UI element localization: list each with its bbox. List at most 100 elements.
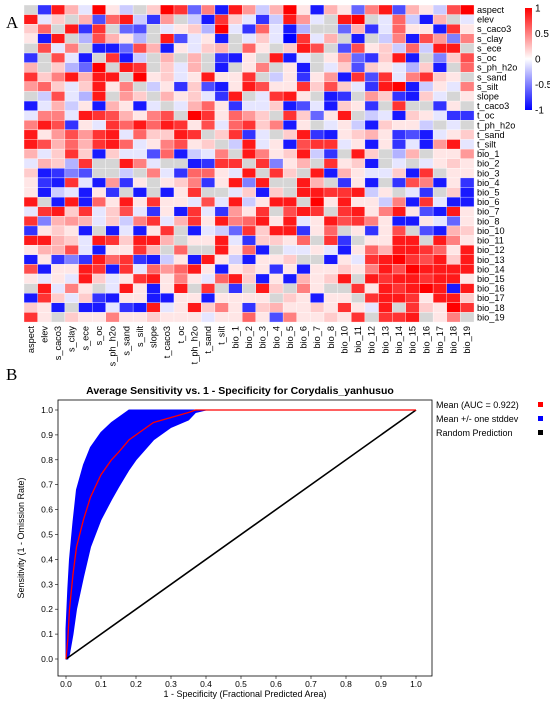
heatmap-cell xyxy=(78,148,93,159)
heatmap-cell xyxy=(323,81,338,92)
heatmap-cell xyxy=(37,312,52,323)
heatmap-cell xyxy=(405,4,420,15)
heatmap-cell xyxy=(351,312,366,323)
heatmap-cell xyxy=(201,129,216,140)
heatmap-cell xyxy=(378,206,393,217)
heatmap-cell xyxy=(351,72,366,83)
heatmap-cell xyxy=(405,81,420,92)
heatmap-cell xyxy=(23,72,38,83)
heatmap-cell xyxy=(296,196,311,207)
heatmap-cell xyxy=(119,283,134,294)
heatmap-cell xyxy=(146,4,161,15)
heatmap-cell xyxy=(201,148,216,159)
heatmap-cell xyxy=(269,216,284,227)
heatmap-cell xyxy=(201,293,216,304)
heatmap-cell xyxy=(105,168,120,179)
heatmap-cell xyxy=(337,273,352,284)
heatmap-cell xyxy=(119,312,134,323)
heatmap-cell xyxy=(460,24,475,35)
heatmap-cell xyxy=(78,283,93,294)
heatmap-cell xyxy=(337,177,352,188)
heatmap-cell xyxy=(460,43,475,54)
heatmap-cell xyxy=(105,216,120,227)
heatmap-cell xyxy=(92,244,107,255)
heatmap-cell xyxy=(337,100,352,111)
heatmap-cell xyxy=(323,72,338,83)
heatmap-cell xyxy=(446,100,461,111)
heatmap-cell xyxy=(51,100,66,111)
heatmap-cell xyxy=(37,4,52,15)
heatmap-cell xyxy=(432,312,447,323)
x-tick-label: 0.2 xyxy=(130,679,142,689)
heatmap-cell xyxy=(432,129,447,140)
heatmap-row-label: t_silt xyxy=(477,139,496,149)
heatmap-cell xyxy=(173,33,188,44)
heatmap-cell xyxy=(446,33,461,44)
heatmap-cell xyxy=(214,110,229,121)
heatmap-column-label: s_ece xyxy=(80,326,90,351)
heatmap-cell xyxy=(228,158,243,169)
heatmap-cell xyxy=(51,24,66,35)
heatmap-cell xyxy=(92,33,107,44)
heatmap-cell xyxy=(228,139,243,150)
heatmap-cell xyxy=(405,254,420,265)
heatmap-cell xyxy=(201,33,216,44)
heatmap-cell xyxy=(119,62,134,73)
heatmap-cell xyxy=(146,177,161,188)
heatmap-cell xyxy=(432,216,447,227)
heatmap-cell xyxy=(378,148,393,159)
heatmap-cell xyxy=(201,312,216,323)
heatmap-cell xyxy=(351,33,366,44)
heatmap-cell xyxy=(78,4,93,15)
heatmap-cell xyxy=(378,168,393,179)
heatmap-cell xyxy=(282,196,297,207)
heatmap-cell xyxy=(187,235,202,246)
heatmap-cell xyxy=(269,14,284,25)
heatmap-cell xyxy=(337,283,352,294)
heatmap-cell xyxy=(282,91,297,102)
heatmap-cell xyxy=(64,264,79,275)
heatmap-cell xyxy=(323,139,338,150)
heatmap-cell xyxy=(432,273,447,284)
heatmap-cell xyxy=(78,81,93,92)
heatmap-cell xyxy=(64,187,79,198)
heatmap-row-label: bio_4 xyxy=(477,178,499,188)
heatmap-cell xyxy=(51,216,66,227)
heatmap-cell xyxy=(378,254,393,265)
heatmap-cell xyxy=(446,216,461,227)
heatmap-cell xyxy=(310,24,325,35)
heatmap-cell xyxy=(255,62,270,73)
heatmap-cell xyxy=(105,33,120,44)
heatmap-cell xyxy=(214,244,229,255)
heatmap-cell xyxy=(64,244,79,255)
heatmap-cell xyxy=(51,206,66,217)
heatmap-cell xyxy=(378,312,393,323)
heatmap-row-label: s_caco3 xyxy=(477,24,511,34)
heatmap-cell xyxy=(37,302,52,313)
heatmap-cell xyxy=(187,264,202,275)
heatmap-cell xyxy=(132,120,147,131)
heatmap-cell xyxy=(78,139,93,150)
heatmap-cell xyxy=(364,312,379,323)
heatmap-cell xyxy=(255,14,270,25)
heatmap-cell xyxy=(432,91,447,102)
heatmap-cell xyxy=(187,168,202,179)
heatmap-cell xyxy=(378,129,393,140)
heatmap-cell xyxy=(405,196,420,207)
heatmap-cell xyxy=(119,81,134,92)
heatmap-cell xyxy=(160,235,175,246)
y-tick-label: 0.0 xyxy=(41,654,53,664)
heatmap-cell xyxy=(310,177,325,188)
heatmap-cell xyxy=(419,273,434,284)
heatmap-cell xyxy=(351,206,366,217)
heatmap-cell xyxy=(173,206,188,217)
mean-roc-line xyxy=(65,409,416,660)
heatmap-cell xyxy=(187,52,202,63)
heatmap-cell xyxy=(78,110,93,121)
heatmap-cell xyxy=(392,24,407,35)
heatmap-cell xyxy=(255,120,270,131)
heatmap-cell xyxy=(105,187,120,198)
heatmap-cell xyxy=(105,120,120,131)
heatmap-cell xyxy=(405,312,420,323)
heatmap-cell xyxy=(23,33,38,44)
